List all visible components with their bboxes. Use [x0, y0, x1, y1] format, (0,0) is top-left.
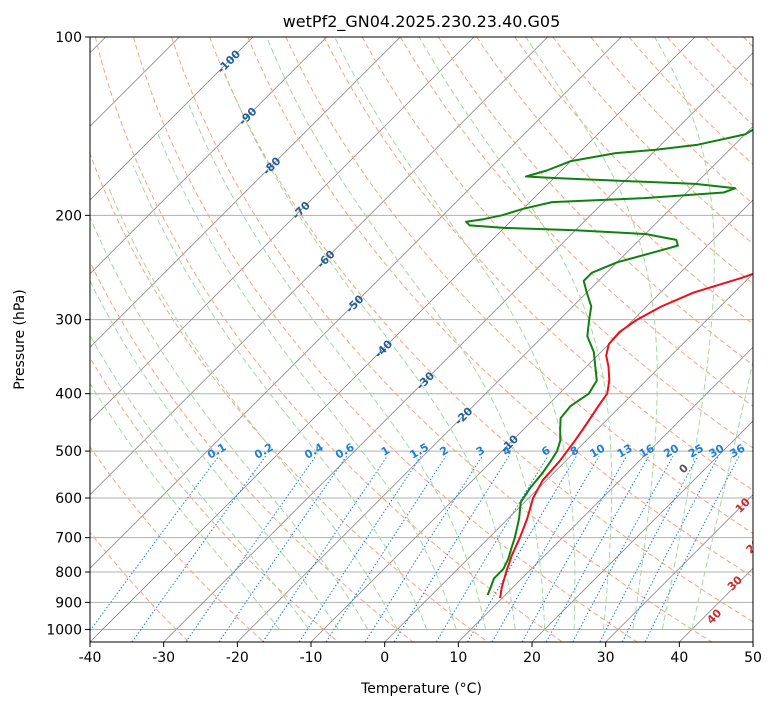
mixing-ratio-line: [262, 455, 388, 642]
moist-adiabat-line: [334, 37, 576, 630]
isotherm-line: [163, 52, 753, 642]
dewpoint-profile-line: [465, 128, 753, 596]
sounding-series: [465, 128, 753, 599]
dry-adiabat-line: [437, 37, 753, 366]
dry-adiabat-line: [247, 37, 753, 578]
moist-adiabat-line: [691, 358, 753, 630]
y-tick-label: 400: [55, 387, 82, 403]
isotherm-line: [90, 37, 548, 496]
y-axis-ticks: 100 200 300 400 500 600 700 800 900 1000: [46, 30, 90, 638]
isotherm-line: [90, 37, 327, 275]
dry-adiabat-line: [628, 37, 753, 166]
moist-adiabat-line: [132, 165, 428, 630]
y-tick-label: 500: [55, 444, 82, 460]
moist-adiabat-line: [525, 37, 658, 630]
moist-adiabat-lines: [90, 37, 753, 630]
x-tick-label: 0: [380, 650, 389, 666]
chart-title: wetPf2_GN04.2025.230.23.40.G05: [283, 12, 561, 32]
dry-adiabat-label: 20: [744, 536, 764, 556]
mixing-ratio-line: [467, 455, 577, 642]
mixing-ratio-line: [393, 455, 510, 642]
mixing-ratio-line: [644, 455, 740, 642]
mixing-ratio-line: [218, 455, 347, 642]
moist-adiabat-line: [157, 132, 457, 630]
mixing-ratio-line: [491, 455, 600, 642]
moist-adiabat-line: [224, 72, 516, 630]
x-tick-label: 40: [670, 650, 688, 666]
y-tick-label: 800: [55, 565, 82, 581]
temperature-profile-line: [499, 272, 753, 599]
mixing-ratio-line: [599, 455, 699, 642]
x-tick-label: -20: [226, 650, 249, 666]
dry-adiabat-line: [514, 37, 753, 285]
isotherm-lines: [90, 37, 753, 642]
mixing-ratio-line: [185, 455, 317, 642]
moist-adiabat-line: [108, 188, 398, 630]
dry-adiabat-line: [552, 37, 753, 245]
mixing-ratio-lines: [90, 455, 740, 642]
mixing-ratio-line: [90, 455, 220, 632]
y-tick-label: 300: [55, 313, 82, 329]
y-tick-label: 700: [55, 531, 82, 547]
x-tick-label: 30: [597, 650, 615, 666]
isobar-gridlines: [90, 37, 753, 630]
moist-adiabat-line: [654, 37, 715, 630]
dry-adiabat-line: [399, 37, 753, 407]
isotherm-line: [605, 494, 753, 642]
x-tick-label: 10: [449, 650, 467, 666]
moist-adiabat-line: [418, 37, 613, 630]
x-axis-label: Temperature (°C): [360, 681, 482, 697]
plot-area: 0.1 0.2 0.4 0.6 1 1.5 2 3 4 6 8 10 13 16 20 25 30 36-100-…: [90, 37, 764, 642]
y-axis-label: Pressure (hPa): [12, 289, 28, 389]
isotherm-line: [531, 420, 753, 642]
mixing-ratio-line: [521, 455, 627, 642]
x-axis-ticks: -40 -30 -20 -10 0 10 20 30 40 50: [79, 642, 762, 666]
moist-adiabat-line: [266, 37, 546, 630]
mixing-ratio-line: [621, 455, 719, 642]
plot-frame: [89, 36, 754, 643]
dry-adiabat-line: [90, 260, 414, 642]
moist-adiabat-line: [90, 215, 369, 630]
dry-adiabat-line: [323, 37, 753, 491]
dry-adiabat-line: [209, 37, 753, 623]
y-tick-label: 100: [55, 30, 82, 46]
isotherm-line: [90, 37, 254, 201]
isotherm-line: [458, 346, 753, 642]
mixing-ratio-line: [435, 455, 549, 642]
dry-adiabat-line: [90, 446, 264, 642]
y-tick-label: 200: [55, 208, 82, 224]
dry-adiabat-lines: [90, 37, 753, 642]
isotherm-line: [90, 37, 696, 642]
x-tick-label: 50: [744, 650, 762, 666]
y-tick-label: 900: [55, 595, 82, 611]
dry-adiabat-line: [285, 37, 753, 535]
isotherm-line: [90, 37, 401, 348]
isotherm-line: [90, 37, 475, 422]
x-tick-label: -40: [79, 650, 102, 666]
isotherm-line: [90, 37, 622, 569]
isotherm-line: [237, 125, 753, 642]
moist-adiabat-line: [90, 334, 310, 630]
dry-adiabat-line: [94, 37, 563, 642]
x-tick-label: -10: [300, 650, 323, 666]
y-tick-label: 600: [55, 491, 82, 507]
isotherm-line: [384, 273, 753, 642]
x-tick-label: 20: [523, 650, 541, 666]
mixing-ratio-line: [131, 455, 267, 642]
moist-adiabat-line: [90, 279, 339, 630]
dry-adiabat-line: [171, 37, 712, 642]
moist-adiabat-line: [188, 104, 487, 630]
mixing-ratio-line: [298, 455, 422, 642]
x-tick-label: -30: [152, 650, 175, 666]
dry-adiabat-line: [132, 37, 638, 642]
y-tick-label: 1000: [46, 622, 82, 638]
